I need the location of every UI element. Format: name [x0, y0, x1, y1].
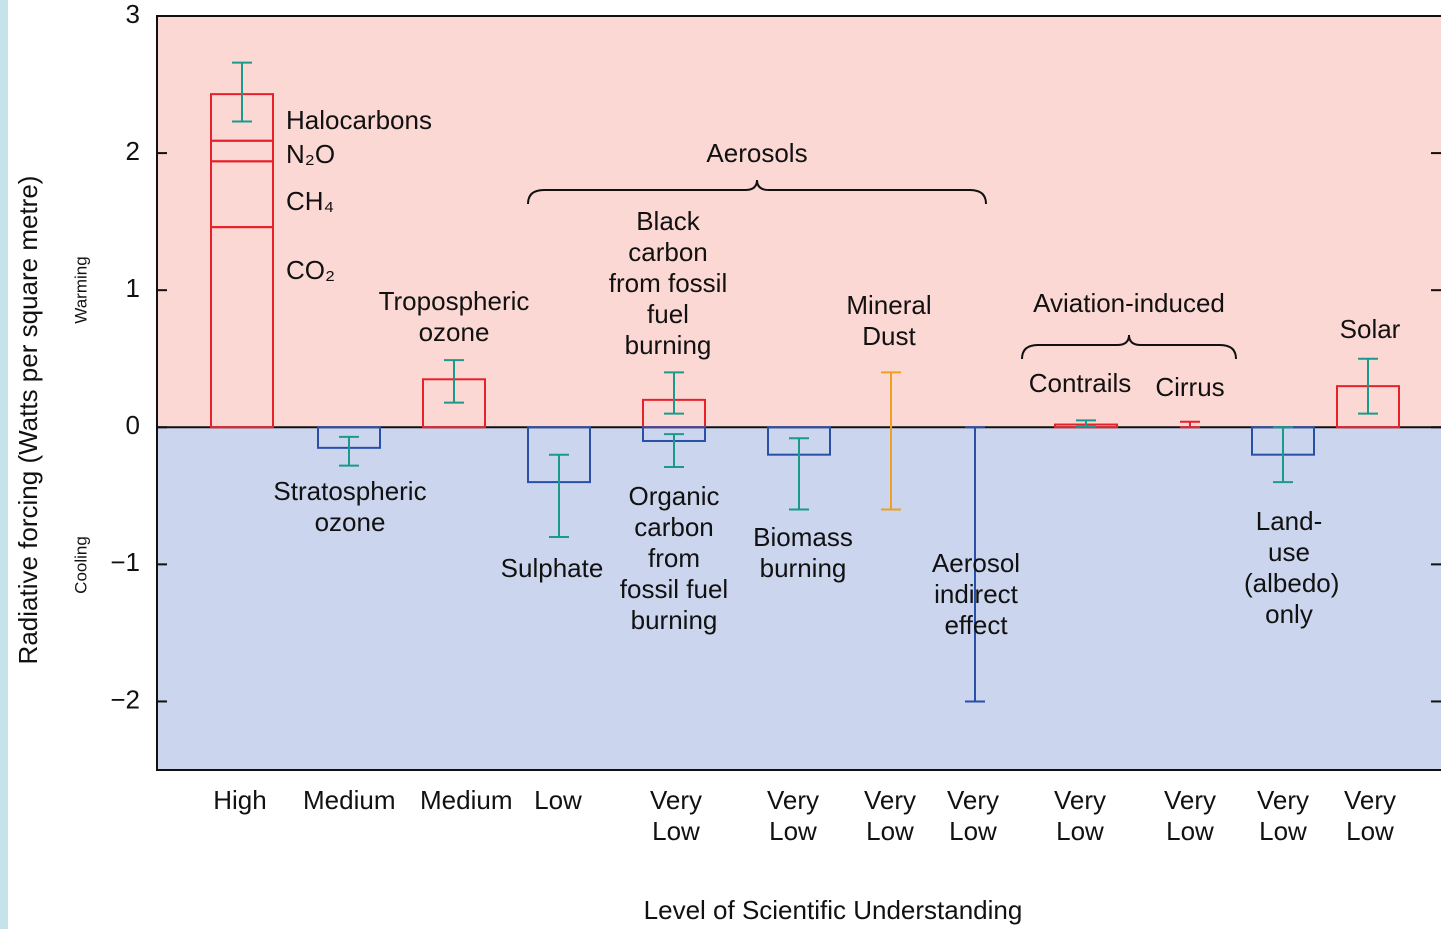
level-label: Very Low	[1053, 785, 1107, 846]
error-bar	[232, 61, 252, 123]
y-tick-label: 0	[126, 410, 140, 440]
forcing-label: Mineral Dust	[846, 290, 932, 351]
range-bar	[965, 426, 985, 703]
forcing-label: Cirrus	[1155, 372, 1225, 402]
bracket-label: Aviation-induced	[1033, 288, 1225, 318]
range-bar	[881, 371, 901, 511]
forcing-label: Organic carbon from fossil fuel burning	[619, 481, 729, 635]
bracket-label: Aerosols	[706, 138, 808, 168]
level-label: Medium	[420, 785, 513, 815]
level-label: Very Low	[863, 785, 917, 846]
forcing-label: Contrails	[1028, 368, 1132, 398]
forcing-label: Black carbon from fossil fuel burning	[608, 206, 728, 360]
error-bar	[789, 437, 809, 511]
forcing-label: CH₄	[286, 186, 335, 216]
level-label: Very Low	[649, 785, 703, 846]
cooling-label: Cooling	[71, 536, 90, 594]
level-label: Very Low	[946, 785, 1000, 846]
error-bar	[1358, 357, 1378, 415]
error-bar	[444, 359, 464, 404]
forcing-label: Land-use (albedo) only	[1244, 506, 1340, 629]
level-label: Very Low	[1163, 785, 1217, 846]
y-axis-title: Radiative forcing (Watts per square metr…	[13, 176, 43, 665]
level-label: High	[213, 785, 267, 815]
level-label: Medium	[303, 785, 396, 815]
level-label: Very Low	[1343, 785, 1397, 846]
y-tick-label: −1	[110, 547, 140, 577]
forcing-label: Tropospheric ozone	[378, 286, 530, 347]
error-bar	[664, 371, 684, 415]
y-tick-label: 2	[126, 136, 140, 166]
level-label: Very Low	[766, 785, 820, 846]
forcing-label: Stratospheric ozone	[273, 476, 427, 537]
side-strip	[0, 0, 8, 929]
forcing-label: Solar	[1339, 314, 1401, 344]
level-label: Low	[534, 785, 582, 815]
forcing-label: Aerosol indirect effect	[931, 548, 1021, 640]
error-bar	[664, 433, 684, 469]
error-bar	[1273, 426, 1293, 484]
plot-frame	[156, 15, 1441, 771]
forcing-label: CO₂	[286, 255, 336, 285]
range-bar	[1180, 420, 1200, 429]
error-bar	[1076, 419, 1096, 428]
y-tick-label: −2	[110, 684, 140, 714]
bracket	[527, 179, 987, 205]
bracket	[1021, 334, 1237, 360]
error-bar	[339, 435, 359, 467]
y-tick-label: 3	[126, 0, 140, 29]
x-axis-title: Level of Scientific Understanding	[644, 895, 1023, 925]
forcing-label: Halocarbons	[286, 105, 432, 135]
warming-region	[157, 16, 1441, 428]
y-tick-label: 1	[126, 273, 140, 303]
error-bar	[549, 453, 569, 538]
forcing-label: Biomass burning	[753, 522, 853, 583]
level-label: Very Low	[1256, 785, 1310, 846]
warming-label: Warming	[71, 256, 90, 323]
forcing-label: N₂O	[286, 139, 336, 169]
forcing-label: Sulphate	[500, 553, 604, 583]
